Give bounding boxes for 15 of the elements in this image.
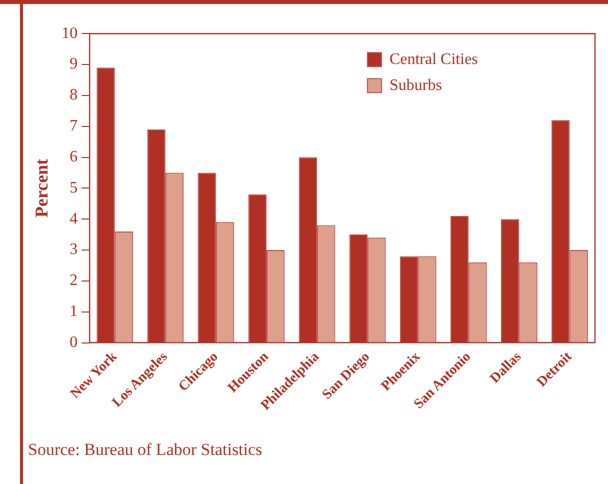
y-tick-label: 7 [70,118,78,135]
legend-label: Suburbs [389,76,442,94]
y-axis-title: Percent [31,158,52,218]
y-tick-label: 0 [70,334,78,351]
source-note: Source: Bureau of Labor Statistics [28,440,262,460]
y-tick-label: 1 [70,303,78,320]
legend-label: Central Cities [389,50,478,68]
y-tick-label: 6 [70,148,78,166]
y-tick-label: 3 [70,241,78,258]
y-tick-label: 9 [70,56,78,73]
y-tick-label: 8 [70,86,78,104]
y-tick-label: 2 [70,272,78,290]
y-tick-label: 4 [70,210,78,228]
y-tick-label: 5 [70,179,78,196]
y-tick-label: 10 [62,24,78,42]
